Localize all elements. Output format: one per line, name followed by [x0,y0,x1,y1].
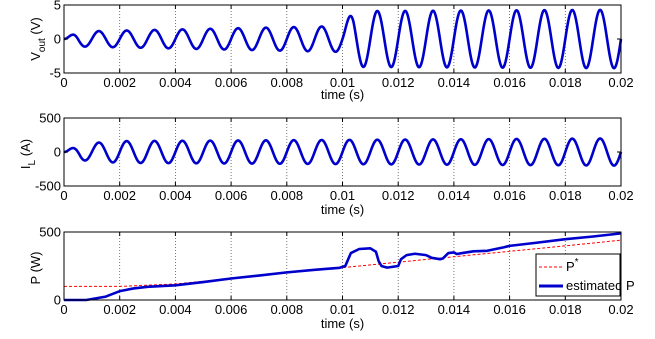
il-ytick-label: -500 [35,179,61,194]
il-ylabel-unit: (A) [18,139,33,160]
vout-ylabel-main: V [28,52,43,61]
vout-xtick-label: 0.006 [215,75,248,90]
vout-xtick-label: 0.012 [382,75,415,90]
il-xtick-label: 0.02 [608,188,633,203]
power-xlabel: time (s) [321,316,364,331]
il-xtick-label: 0.01 [330,188,355,203]
legend-box [535,253,621,297]
vout-xtick-label: 0.008 [271,75,304,90]
il-ytick-label: 500 [39,111,61,126]
power-xtick-label: 0.018 [549,302,582,317]
vout-ylabel-unit: (V) [28,17,43,38]
power-ylabel: P (W) [28,252,43,285]
vout-ytick-label: 0 [54,32,61,47]
power-xtick-label: 0.01 [330,302,355,317]
power-line-p [64,239,622,287]
vout-xtick-label: 0.002 [103,75,136,90]
vout-xtick-label: 0.02 [608,75,633,90]
legend-label-p-star-sup: * [575,257,579,268]
vout-panel: 0 0.002 0.004 0.006 0.008 0.01 0.012 0.014 0.016… [28,0,634,102]
il-xlabel: time (s) [321,202,364,217]
vout-xtick-label: 0 [60,75,67,90]
vout-ytick-label: 5 [54,0,61,13]
legend: P* estimated P [535,253,635,297]
power-xtick-label: 0.002 [103,302,136,317]
legend-label-p-star-main: P [566,259,575,274]
power-xtick-label: 0.016 [493,302,526,317]
il-xtick-label: 0.018 [549,188,582,203]
il-xtick-label: 0.016 [493,188,526,203]
power-series [64,232,622,302]
vout-ticks: 0 0.002 0.004 0.006 0.008 0.01 0.012 0.014 0.016… [49,0,633,90]
power-ytick-label: 500 [39,225,61,240]
vout-xtick-label: 0.018 [549,75,582,90]
power-xtick-label: 0.02 [608,302,633,317]
vout-xtick-label: 0.004 [159,75,192,90]
il-xtick-label: 0.004 [159,188,192,203]
vout-ytick-label: -5 [49,66,61,81]
il-panel: 0 0.002 0.004 0.006 0.008 0.01 0.012 0.014 0.016… [18,111,634,218]
il-xtick-label: 0 [60,188,67,203]
power-ticks: 0 0.002 0.004 0.006 0.008 0.01 0.012 0.014 0.016… [39,225,633,318]
vout-line-series-0 [63,8,623,70]
legend-label-estimated-p: estimated P [566,278,635,293]
power-xtick-label: 0.012 [382,302,415,317]
il-line-series-0 [63,137,623,167]
vout-xlabel: time (s) [321,87,364,102]
il-xtick-label: 0.008 [271,188,304,203]
vout-xtick-label: 0.016 [493,75,526,90]
power-xtick-label: 0.004 [159,302,192,317]
il-ylabel-sub: L [27,159,38,165]
il-series [63,137,623,167]
power-xtick-label: 0.014 [438,302,471,317]
vout-ylabel: Vout (V) [28,17,48,61]
power-panel: 0 0.002 0.004 0.006 0.008 0.01 0.012 0.014 0.016… [28,225,635,332]
il-ytick-label: 0 [54,145,61,160]
power-ytick-label: 0 [54,293,61,308]
power-xtick-label: 0 [60,302,67,317]
il-xtick-label: 0.002 [103,188,136,203]
vout-xtick-label: 0.014 [438,75,471,90]
il-xtick-label: 0.014 [438,188,471,203]
power-xtick-label: 0.006 [215,302,248,317]
il-ylabel-main: I [18,165,33,169]
power-xtick-label: 0.008 [271,302,304,317]
legend-label-p-star: P* [566,257,579,274]
il-xtick-label: 0.006 [215,188,248,203]
vout-xtick-label: 0.01 [330,75,355,90]
il-xtick-label: 0.012 [382,188,415,203]
vout-series [63,8,623,70]
power-line-estimated-p [64,232,622,302]
il-ticks: 0 0.002 0.004 0.006 0.008 0.01 0.012 0.014 0.016… [35,111,634,204]
il-ylabel: IL (A) [18,139,38,169]
vout-ylabel-sub: out [37,38,48,52]
